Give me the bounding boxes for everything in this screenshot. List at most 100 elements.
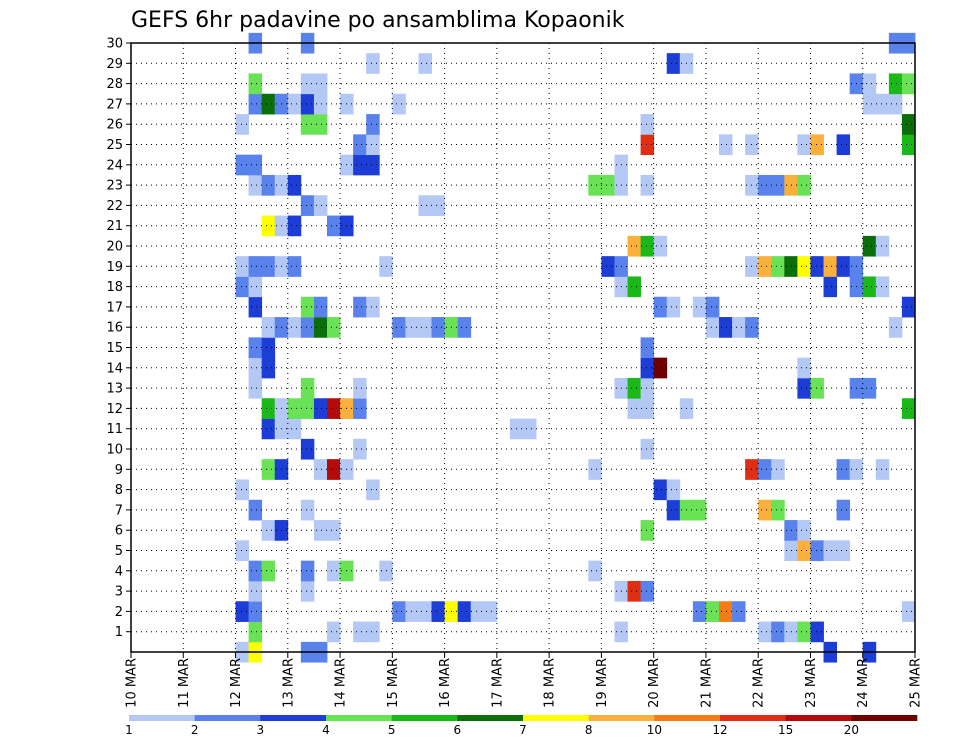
heatmap-cell <box>248 296 263 318</box>
heatmap-cell <box>327 398 341 419</box>
heatmap-cell <box>640 134 655 156</box>
heatmap-cell <box>862 93 877 115</box>
y-tick-label: 10 <box>106 443 123 458</box>
heatmap-cell <box>287 256 302 277</box>
y-tick-label: 27 <box>106 97 123 112</box>
y-tick-label: 19 <box>106 260 123 275</box>
heatmap-cell <box>366 154 380 176</box>
heatmap-cell <box>300 377 315 399</box>
heatmap-cell <box>261 317 276 338</box>
colorbar-tick-label: 20 <box>844 723 859 737</box>
heatmap-cell <box>235 479 249 501</box>
heatmap-cell <box>810 256 824 277</box>
colorbar-segment <box>129 715 195 721</box>
heatmap-cell <box>758 621 772 643</box>
heatmap-cell <box>797 377 811 399</box>
x-tick-label: 20 MAR <box>647 658 662 708</box>
heatmap-cell <box>666 296 681 318</box>
heatmap-cell <box>640 235 655 257</box>
heatmap-cell <box>640 520 655 541</box>
colorbar-segment <box>260 715 327 721</box>
heatmap-cell <box>300 398 315 419</box>
y-tick-label: 11 <box>106 422 123 437</box>
heatmap-cell <box>261 93 276 115</box>
heatmap-cell <box>771 256 785 277</box>
heatmap-cell <box>640 337 655 359</box>
y-tick-label: 2 <box>115 605 123 620</box>
heatmap-cell <box>248 276 263 298</box>
heatmap-cell <box>353 134 367 156</box>
heatmap-cell <box>797 540 811 562</box>
heatmap-cell <box>771 174 785 196</box>
heatmap-cell <box>235 154 249 176</box>
heatmap-cell <box>836 134 851 156</box>
heatmap-cell <box>901 296 916 318</box>
heatmap-cell <box>666 479 681 501</box>
heatmap-cell <box>353 398 367 419</box>
heatmap-cell <box>588 459 602 480</box>
colorbar-segment <box>326 715 392 721</box>
y-tick-label: 24 <box>106 158 123 173</box>
heatmap-cell <box>248 377 263 399</box>
heatmap-cell <box>235 276 249 298</box>
heatmap-cell <box>248 560 263 582</box>
heatmap-cell <box>405 317 419 338</box>
y-tick-label: 5 <box>115 544 123 559</box>
heatmap-cell <box>261 174 276 196</box>
heatmap-cell <box>261 256 276 277</box>
heatmap-cell <box>261 459 276 480</box>
heatmap-cell <box>313 114 328 135</box>
heatmap-cell <box>248 499 263 521</box>
x-tick-label: 10 MAR <box>125 658 140 708</box>
heatmap-cell <box>392 317 406 338</box>
colorbar-tick-label: 1 <box>125 723 133 737</box>
heatmap-cell <box>431 601 445 622</box>
heatmap-cell <box>300 93 315 115</box>
heatmap-cell <box>823 276 837 298</box>
y-tick-label: 30 <box>106 37 123 52</box>
heatmap-cell <box>797 256 811 277</box>
y-tick-label: 22 <box>106 199 123 214</box>
heatmap-cell <box>810 540 824 562</box>
y-tick-label: 7 <box>115 503 123 518</box>
y-tick-label: 15 <box>106 341 123 356</box>
heatmap-cell <box>653 296 668 318</box>
heatmap-cell <box>300 580 315 602</box>
colorbar-tick-label: 15 <box>778 723 793 737</box>
x-tick-label: 18 MAR <box>543 658 558 708</box>
heatmap-cell <box>836 256 851 277</box>
heatmap-cell <box>901 398 916 419</box>
heatmap-cell <box>797 134 811 156</box>
y-tick-label: 14 <box>106 361 123 376</box>
heatmap-cell <box>248 337 263 359</box>
x-tick-label: 11 MAR <box>177 658 192 708</box>
heatmap-cell <box>327 520 341 541</box>
heatmap-cell <box>457 317 472 338</box>
heatmap-cell <box>758 459 772 480</box>
heatmap-cell <box>287 174 302 196</box>
y-tick-label: 3 <box>115 585 123 600</box>
heatmap-cell <box>875 235 890 257</box>
heatmap-cell <box>300 296 315 318</box>
heatmap-cell <box>366 621 380 643</box>
heatmap-cell <box>901 114 916 135</box>
heatmap-cell <box>732 601 746 622</box>
heatmap-cell <box>261 215 276 237</box>
heatmap-cell <box>353 154 367 176</box>
heatmap-cell <box>366 53 380 74</box>
colorbar-tick-label: 6 <box>454 723 462 737</box>
y-tick-label: 18 <box>106 280 123 295</box>
heatmap-cell <box>588 560 602 582</box>
y-tick-label: 8 <box>115 483 123 498</box>
colorbar-segment <box>851 715 918 721</box>
heatmap-cell <box>758 499 772 521</box>
heatmap-cell <box>640 357 655 379</box>
chart-title: GEFS 6hr padavine po ansamblima Kopaonik <box>131 8 625 33</box>
heatmap-cell <box>692 499 707 521</box>
heatmap-cell <box>313 73 328 95</box>
heatmap-cell <box>823 256 837 277</box>
x-tick-label: 19 MAR <box>595 658 610 708</box>
y-tick-label: 9 <box>115 463 123 478</box>
heatmap-cell <box>235 601 249 622</box>
heatmap-cell <box>823 540 837 562</box>
